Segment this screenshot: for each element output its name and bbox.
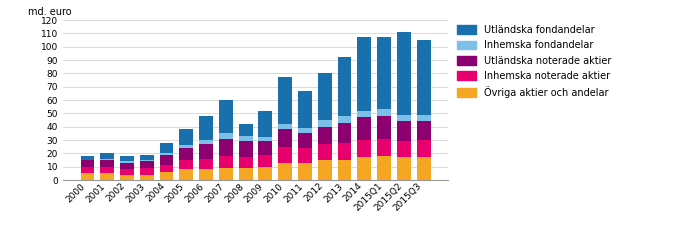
Bar xyxy=(239,141,253,157)
Bar xyxy=(219,168,233,180)
Bar xyxy=(416,121,430,140)
Bar xyxy=(298,128,312,133)
Bar xyxy=(416,40,430,115)
Bar xyxy=(278,129,292,147)
Bar xyxy=(397,115,411,121)
Bar xyxy=(278,163,292,180)
Bar xyxy=(199,169,213,180)
Bar xyxy=(318,73,332,120)
Bar xyxy=(160,143,174,153)
Bar xyxy=(160,155,174,165)
Bar xyxy=(337,123,351,143)
Bar xyxy=(357,111,371,117)
Bar xyxy=(258,155,272,167)
Bar xyxy=(416,140,430,157)
Bar xyxy=(80,160,94,167)
Bar xyxy=(80,173,94,180)
Bar xyxy=(80,156,94,160)
Bar xyxy=(179,148,193,160)
Bar xyxy=(416,157,430,180)
Bar xyxy=(120,161,134,163)
Bar xyxy=(357,117,371,140)
Bar xyxy=(397,121,411,141)
Bar xyxy=(219,133,233,139)
Bar xyxy=(239,157,253,168)
Bar xyxy=(357,37,371,111)
Bar xyxy=(140,161,154,168)
Bar xyxy=(377,139,391,156)
Bar xyxy=(219,156,233,168)
Bar xyxy=(337,116,351,123)
Bar xyxy=(278,77,292,124)
Bar xyxy=(377,116,391,139)
Bar xyxy=(140,168,154,175)
Bar xyxy=(120,163,134,169)
Bar xyxy=(199,159,213,169)
Bar xyxy=(337,57,351,116)
Bar xyxy=(377,37,391,109)
Bar xyxy=(120,175,134,180)
Bar xyxy=(239,124,253,136)
Bar xyxy=(397,141,411,157)
Bar xyxy=(100,159,114,160)
Bar xyxy=(298,133,312,148)
Bar xyxy=(318,120,332,127)
Bar xyxy=(199,140,213,144)
Bar xyxy=(219,139,233,156)
Bar xyxy=(199,116,213,140)
Text: md. euro: md. euro xyxy=(28,7,72,17)
Bar xyxy=(298,91,312,128)
Bar xyxy=(337,143,351,160)
Bar xyxy=(160,172,174,180)
Bar xyxy=(416,115,430,121)
Bar xyxy=(357,140,371,157)
Bar xyxy=(160,165,174,172)
Bar xyxy=(100,167,114,173)
Legend: Utländska fondandelar, Inhemska fondandelar, Utländska noterade aktier, Inhemska: Utländska fondandelar, Inhemska fondande… xyxy=(456,25,611,98)
Bar xyxy=(258,167,272,180)
Bar xyxy=(80,167,94,173)
Bar xyxy=(298,148,312,163)
Bar xyxy=(179,145,193,148)
Bar xyxy=(199,144,213,159)
Bar xyxy=(140,160,154,161)
Bar xyxy=(100,160,114,167)
Bar xyxy=(377,109,391,116)
Bar xyxy=(258,111,272,137)
Bar xyxy=(357,157,371,180)
Bar xyxy=(140,155,154,160)
Bar xyxy=(318,160,332,180)
Bar xyxy=(219,100,233,133)
Bar xyxy=(377,156,391,180)
Bar xyxy=(397,32,411,115)
Bar xyxy=(318,144,332,160)
Bar xyxy=(239,168,253,180)
Bar xyxy=(298,163,312,180)
Bar xyxy=(318,127,332,144)
Bar xyxy=(278,124,292,129)
Bar xyxy=(100,153,114,159)
Bar xyxy=(179,129,193,145)
Bar xyxy=(239,136,253,141)
Bar xyxy=(337,160,351,180)
Bar xyxy=(258,137,272,141)
Bar xyxy=(140,175,154,180)
Bar xyxy=(258,141,272,155)
Bar xyxy=(120,169,134,175)
Bar xyxy=(179,160,193,169)
Bar xyxy=(397,157,411,180)
Bar xyxy=(179,169,193,180)
Bar xyxy=(278,147,292,163)
Bar xyxy=(160,153,174,155)
Bar xyxy=(120,156,134,161)
Bar xyxy=(100,173,114,180)
